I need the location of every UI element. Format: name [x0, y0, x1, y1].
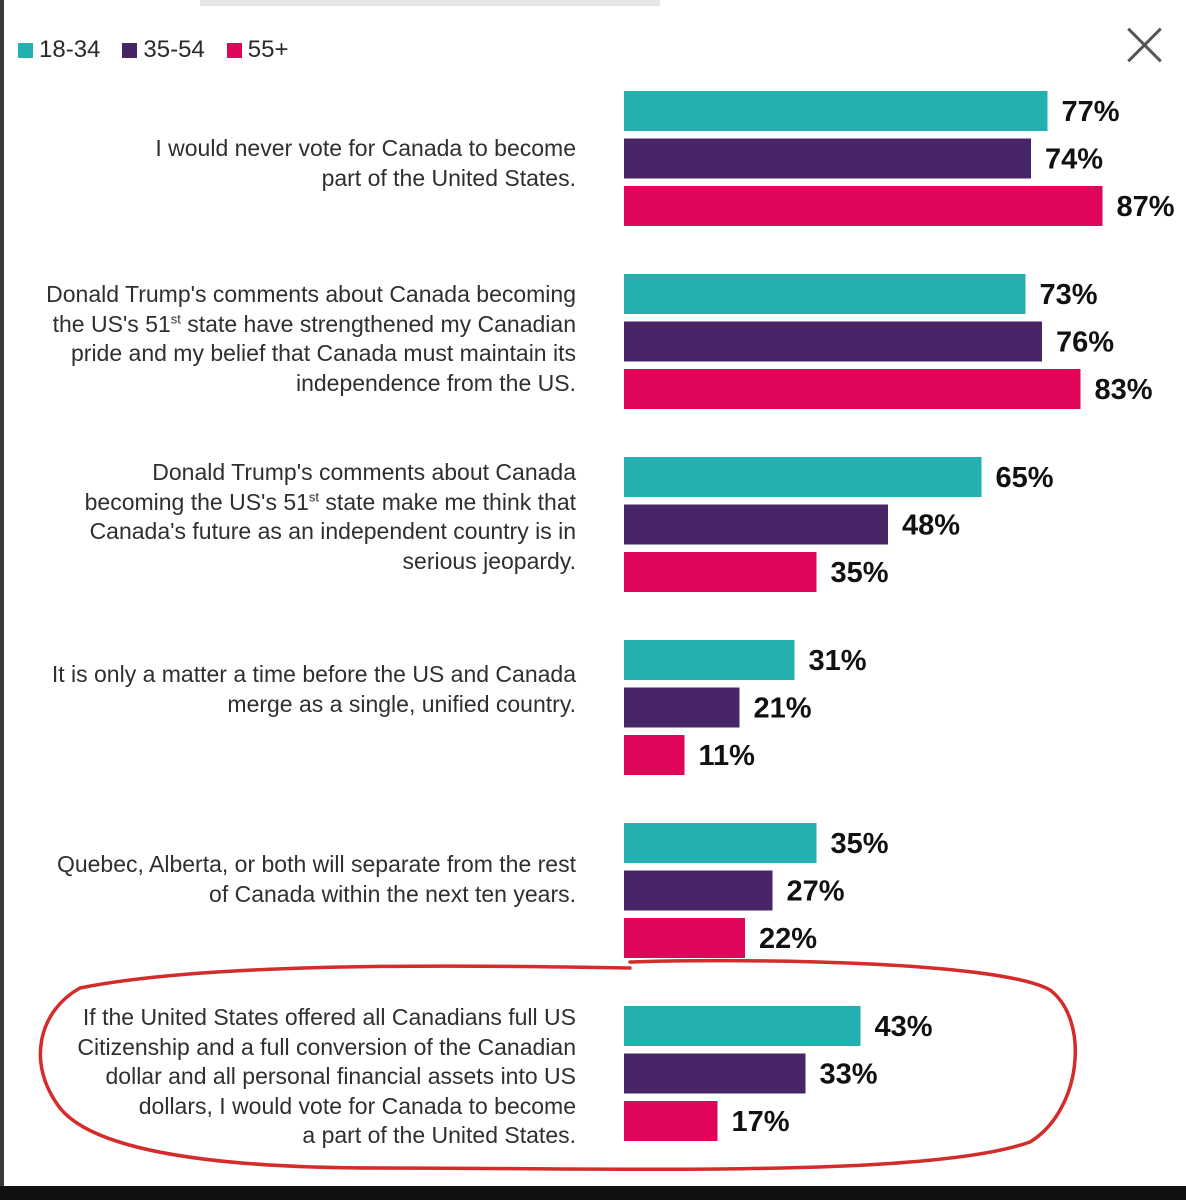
bar-value-label: 27% — [787, 876, 845, 908]
bar-value-label: 31% — [809, 645, 867, 677]
statement-line: serious jeopardy. — [402, 547, 576, 574]
bar-group-2: 73% 76% 83% — [624, 274, 1153, 409]
bar-18-34-group-2 — [624, 274, 1026, 314]
bar-35-54-group-2 — [624, 321, 1042, 362]
bar-35-54-group-5 — [624, 870, 773, 911]
bar-55-plus-group-6 — [624, 1101, 718, 1141]
bar-group-4: 31% 21% 11% — [624, 640, 867, 775]
legend-swatch-18-34 — [18, 42, 33, 58]
left-edge-rule — [0, 0, 4, 1186]
bar-group-3: 65% 48% 35% — [624, 457, 1054, 592]
bar-value-label: 17% — [732, 1106, 790, 1138]
bar-value-label: 76% — [1056, 327, 1114, 359]
bar-group-1: 77% 74% 87% — [624, 91, 1175, 226]
bar-value-label: 73% — [1040, 279, 1098, 311]
bar-18-34-group-4 — [624, 640, 795, 680]
statement-label-5: Quebec, Alberta, or both will separate f… — [57, 850, 576, 909]
bar-35-54-group-6 — [624, 1053, 806, 1094]
legend-label-18-34: 18-34 — [39, 36, 101, 63]
statement-label-1: I would never vote for Canada to become p… — [155, 134, 576, 193]
bar-55-plus-group-1 — [624, 186, 1103, 226]
statement-line: I would never vote for Canada to become — [155, 135, 576, 161]
statement-label-4: It is only a matter a time before the US… — [52, 660, 576, 719]
chart-legend: 18-34 35-54 55+ — [18, 36, 289, 64]
bar-value-label: 35% — [831, 557, 889, 589]
bar-35-54-group-1 — [624, 138, 1031, 179]
bar-18-34-group-3 — [624, 457, 982, 497]
bar-value-label: 74% — [1045, 144, 1103, 176]
statement-line: becoming the US's 51st state make me thi… — [84, 488, 576, 515]
bar-value-label: 48% — [902, 510, 960, 542]
bar-55-plus-group-4 — [624, 735, 685, 775]
statement-line: the US's 51st state have strengthened my… — [52, 310, 576, 337]
legend-item-55-plus: 55+ — [226, 36, 289, 64]
bar-18-34-group-5 — [624, 823, 817, 863]
bar-55-plus-group-5 — [624, 918, 745, 958]
statement-line: part of the United States. — [321, 164, 576, 191]
legend-label-55-plus: 55+ — [247, 36, 289, 63]
bar-value-label: 65% — [996, 462, 1054, 494]
bar-value-label: 83% — [1095, 374, 1153, 406]
bar-value-label: 11% — [699, 740, 756, 772]
bar-value-label: 22% — [759, 923, 817, 955]
bar-value-label: 35% — [831, 828, 889, 860]
statement-line: Canada's future as an independent countr… — [89, 518, 576, 544]
cropped-title-strip — [200, 0, 660, 6]
statement-line: Quebec, Alberta, or both will separate f… — [56, 851, 576, 877]
statement-line: merge as a single, unified country. — [227, 690, 576, 717]
legend-swatch-35-54 — [122, 42, 138, 58]
statement-label-2: Donald Trump's comments about Canada bec… — [46, 280, 576, 398]
bar-group-5: 35% 27% 22% — [624, 823, 889, 958]
bar-value-label: 21% — [754, 693, 812, 725]
legend-item-18-34: 18-34 — [18, 36, 100, 64]
bar-value-label: 87% — [1117, 191, 1175, 223]
statement-line: Donald Trump's comments about Canada — [152, 459, 576, 485]
bottom-screen-bar — [0, 1186, 1186, 1200]
bar-55-plus-group-3 — [624, 552, 817, 592]
legend-swatch-55-plus — [226, 42, 242, 58]
bar-18-34-group-1 — [624, 91, 1048, 131]
bar-35-54-group-4 — [624, 687, 740, 728]
bar-value-label: 43% — [875, 1011, 933, 1043]
statement-line: It is only a matter a time before the US… — [51, 661, 576, 687]
bar-55-plus-group-2 — [624, 369, 1081, 409]
statement-line: of Canada within the next ten years. — [209, 880, 576, 907]
statement-label-3: Donald Trump's comments about Canada beco… — [85, 458, 576, 576]
legend-item-35-54: 35-54 — [122, 36, 205, 64]
bar-value-label: 77% — [1062, 96, 1120, 128]
bar-group-6: 43% 33% 17% — [624, 1006, 933, 1141]
bar-35-54-group-3 — [624, 504, 888, 545]
statement-line: Donald Trump's comments about Canada bec… — [46, 281, 576, 307]
legend-label-35-54: 35-54 — [143, 36, 205, 63]
statement-line: pride and my belief that Canada must mai… — [71, 340, 576, 366]
statement-line: independence from the US. — [295, 369, 576, 396]
bar-18-34-group-6 — [624, 1006, 861, 1046]
bar-value-label: 33% — [820, 1059, 878, 1091]
